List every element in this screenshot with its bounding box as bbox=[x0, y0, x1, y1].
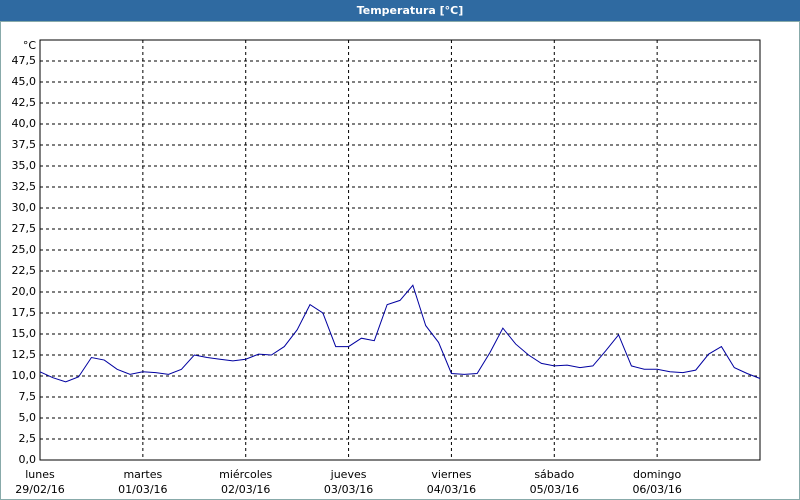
x-tick-date: 04/03/16 bbox=[427, 483, 476, 496]
title-bar bbox=[0, 0, 800, 21]
y-tick-label: 27,5 bbox=[12, 222, 37, 235]
x-tick-date: 03/03/16 bbox=[324, 483, 373, 496]
y-tick-label: 20,0 bbox=[12, 285, 37, 298]
y-tick-label: 35,0 bbox=[12, 159, 37, 172]
x-tick-date: 29/02/16 bbox=[15, 483, 64, 496]
x-tick-label: domingo bbox=[633, 468, 681, 481]
y-tick-label: 7,5 bbox=[19, 390, 37, 403]
y-tick-label: 12,5 bbox=[12, 348, 37, 361]
x-tick-date: 01/03/16 bbox=[118, 483, 167, 496]
y-tick-label: 17,5 bbox=[12, 306, 37, 319]
y-tick-label: 2,5 bbox=[19, 432, 37, 445]
x-tick-label: lunes bbox=[25, 468, 55, 481]
y-tick-label: 32,5 bbox=[12, 180, 37, 193]
x-tick-label: martes bbox=[123, 468, 162, 481]
x-tick-label: miércoles bbox=[219, 468, 272, 481]
y-tick-label: 10,0 bbox=[12, 369, 37, 382]
y-tick-label: 40,0 bbox=[12, 117, 37, 130]
y-tick-label: 22,5 bbox=[12, 264, 37, 277]
y-tick-label: 45,0 bbox=[12, 75, 37, 88]
y-tick-label: 15,0 bbox=[12, 327, 37, 340]
x-tick-date: 05/03/16 bbox=[530, 483, 579, 496]
x-tick-date: 02/03/16 bbox=[221, 483, 270, 496]
plot-border bbox=[39, 39, 761, 461]
y-tick-label: 47,5 bbox=[12, 54, 37, 67]
y-tick-label: 30,0 bbox=[12, 201, 37, 214]
data-line bbox=[39, 284, 761, 383]
y-tick-label: 25,0 bbox=[12, 243, 37, 256]
y-tick-label: 0,0 bbox=[19, 453, 37, 466]
x-tick-label: jueves bbox=[330, 468, 367, 481]
x-tick-label: sábado bbox=[534, 468, 574, 481]
chart-title: Temperatura [°C] bbox=[357, 4, 464, 17]
y-tick-label: 37,5 bbox=[12, 138, 37, 151]
x-tick-date: 06/03/16 bbox=[632, 483, 681, 496]
y-tick-label: 5,0 bbox=[19, 411, 37, 424]
x-tick-label: viernes bbox=[431, 468, 471, 481]
y-unit: °C bbox=[23, 39, 37, 52]
y-tick-label: 42,5 bbox=[12, 96, 37, 109]
